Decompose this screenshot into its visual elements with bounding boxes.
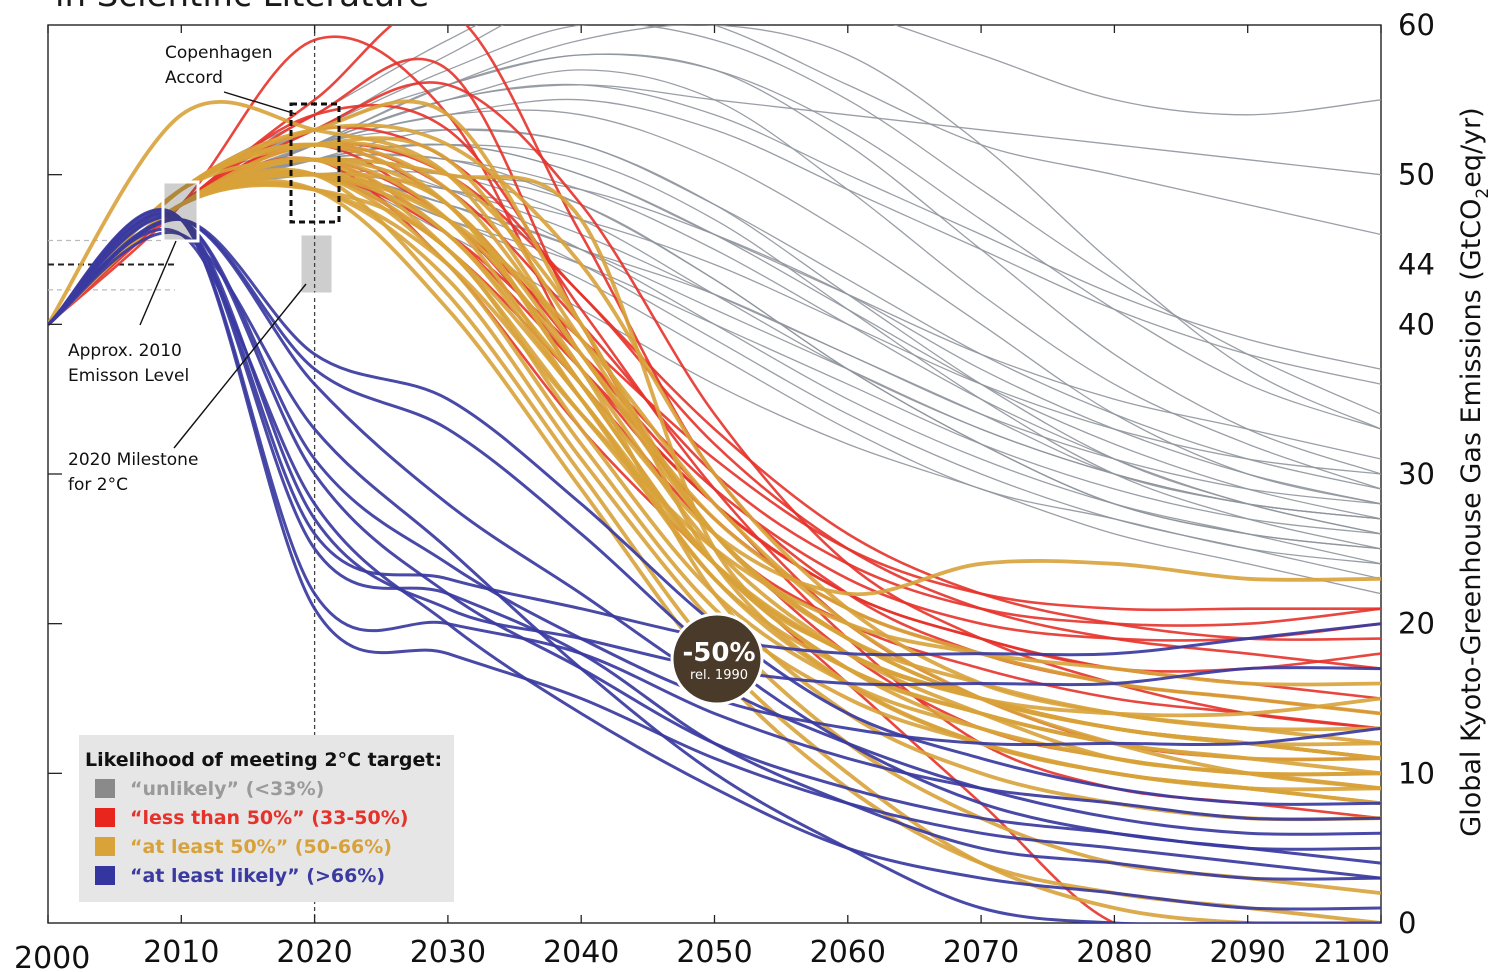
y-tick-label-60: 60 bbox=[1398, 8, 1435, 42]
series-line-at-least-likely-77 bbox=[48, 212, 1381, 687]
annotation-2010-line1: Approx. 2010 bbox=[68, 341, 182, 361]
legend-swatch-2 bbox=[95, 837, 115, 856]
series-line-unlikely-2 bbox=[48, 143, 1381, 460]
reduction-badge: -50% rel. 1990 bbox=[670, 612, 764, 706]
series-line-at-least-50-66 bbox=[48, 172, 1381, 791]
y-axis-title-unit: eq/yr) bbox=[1456, 107, 1487, 187]
x-tick-label-2030: 2030 bbox=[410, 935, 486, 970]
chart-title: in Scientific Literature bbox=[55, 0, 429, 15]
legend-label-0: “unlikely” (<33%) bbox=[130, 778, 324, 800]
reduction-badge-circle bbox=[670, 612, 764, 706]
series-line-at-least-likely-79 bbox=[48, 215, 1381, 747]
annotation-2010-line2: Emisson Level bbox=[68, 366, 189, 386]
legend-items: “unlikely” (<33%) “less than 50%” (33-50%… bbox=[95, 778, 408, 887]
x-tick-label-2010: 2010 bbox=[143, 935, 219, 970]
annotation-leaders bbox=[139, 91, 307, 449]
x-tick-label-2070: 2070 bbox=[943, 935, 1019, 970]
x-axis: 2000 2010 2020 2030 2040 2050 2060 2070 2080 2090… bbox=[14, 25, 1390, 972]
copenhagen-accord-box bbox=[289, 102, 341, 224]
series-line-at-least-likely-74 bbox=[48, 214, 1381, 851]
series-line-at-least-likely-69 bbox=[48, 211, 1381, 881]
series-line-unlikely-23 bbox=[48, 174, 1381, 520]
legend-swatch-0 bbox=[95, 779, 115, 798]
y-tick-label-44: 44 bbox=[1398, 247, 1435, 281]
x-tick-label-2000: 2000 bbox=[14, 941, 90, 972]
y-tick-label-20: 20 bbox=[1398, 607, 1435, 641]
x-tick-label-2080: 2080 bbox=[1076, 935, 1152, 970]
legend: Likelihood of meeting 2°C target: “unlik… bbox=[79, 735, 454, 902]
y-tick-label-0: 0 bbox=[1398, 906, 1416, 940]
legend-background bbox=[79, 735, 454, 902]
highlight-boxes bbox=[161, 102, 341, 296]
y-axis-title: Global Kyoto-Greenhouse Gas Emissions (G… bbox=[1456, 107, 1493, 836]
legend-label-3: “at least likely” (>66%) bbox=[130, 865, 385, 887]
x-tick-label-2060: 2060 bbox=[810, 935, 886, 970]
legend-swatch-1 bbox=[95, 808, 115, 827]
reduction-badge-value: -50% bbox=[682, 638, 755, 668]
series-line-at-least-50-65 bbox=[48, 156, 1381, 718]
series-line-unlikely-14 bbox=[48, 98, 1381, 385]
series-line-unlikely-10 bbox=[48, 174, 1381, 520]
y-axis-title-subscript: 2 bbox=[1473, 188, 1493, 199]
y-tick-label-30: 30 bbox=[1398, 457, 1435, 491]
x-tick-label-2040: 2040 bbox=[543, 935, 619, 970]
x-tick-label-2100: 2100 bbox=[1314, 935, 1390, 970]
series-line-at-least-likely-78 bbox=[48, 208, 1381, 821]
y-tick-label-40: 40 bbox=[1398, 307, 1435, 341]
series-line-at-least-likely-76 bbox=[48, 230, 1381, 923]
legend-label-1: “less than 50%” (33-50%) bbox=[130, 807, 408, 829]
x-tick-label-2050: 2050 bbox=[676, 935, 752, 970]
annotations: Copenhagen Accord Approx. 2010 Emisson L… bbox=[68, 43, 273, 495]
series-line-at-least-likely-75 bbox=[48, 218, 1381, 806]
legend-title: Likelihood of meeting 2°C target: bbox=[85, 749, 442, 771]
series-line-at-least-50-54 bbox=[48, 136, 1381, 761]
annotation-copenhagen-line1: Copenhagen bbox=[165, 43, 273, 63]
legend-swatch-3 bbox=[95, 866, 115, 885]
series-line-unlikely-20 bbox=[48, 172, 1381, 595]
series-line-at-least-50-57 bbox=[48, 167, 1381, 923]
y-axis: 0 10 20 30 40 44 50 60 bbox=[48, 8, 1435, 940]
series-line-at-least-50-67 bbox=[48, 141, 1381, 806]
legend-label-2: “at least 50%” (50-66%) bbox=[130, 836, 392, 858]
approx-2010-box bbox=[161, 180, 200, 243]
y-axis-title-main: Global Kyoto-Greenhouse Gas Emissions (G… bbox=[1456, 199, 1487, 837]
y-tick-label-50: 50 bbox=[1398, 158, 1435, 192]
series-line-at-least-50-63 bbox=[48, 123, 1381, 732]
x-tick-label-2020: 2020 bbox=[276, 935, 352, 970]
y-tick-label-10: 10 bbox=[1398, 756, 1435, 790]
annotation-2020-line2: for 2°C bbox=[68, 475, 128, 495]
series-layer bbox=[48, 25, 1381, 923]
x-tick-label-2090: 2090 bbox=[1210, 935, 1286, 970]
annotation-copenhagen-line2: Accord bbox=[165, 68, 223, 88]
annotation-2020-line1: 2020 Milestone bbox=[68, 450, 198, 470]
series-line-less-than-50-37 bbox=[48, 143, 1381, 627]
reduction-badge-subtext: rel. 1990 bbox=[690, 668, 748, 683]
